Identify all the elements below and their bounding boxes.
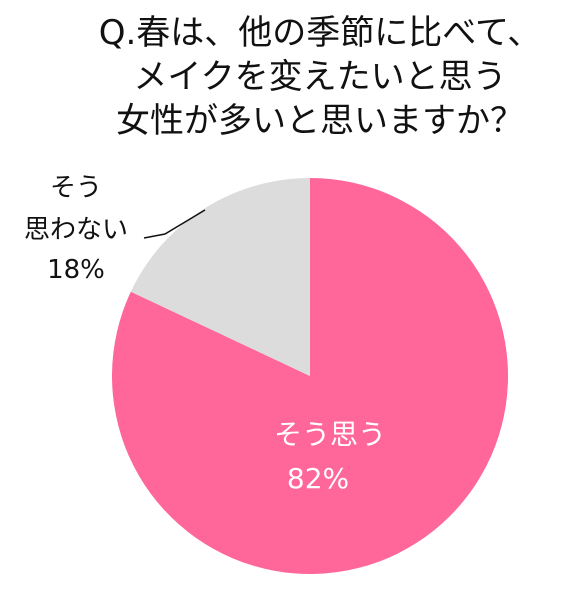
leader-line (143, 209, 206, 239)
pie-slices (111, 178, 508, 574)
title-line-2: メイクを変えたいと思う (133, 57, 506, 97)
chart-title: Q.春は、他の季節に比べて、 メイクを変えたいと思う 女性が多いと思いますか？ (99, 13, 542, 141)
slice-label-disagree-value: 18% (47, 255, 105, 285)
slice-label-agree: そう思う 82% (274, 418, 386, 495)
pie-slice-agree (111, 178, 508, 574)
label-leader-line (143, 209, 206, 239)
title-line-3: 女性が多いと思いますか？ (116, 101, 524, 141)
slice-label-agree-line-1: そう思う (274, 418, 386, 451)
slice-label-agree-value: 82% (287, 462, 349, 495)
title-line-1: Q.春は、他の季節に比べて、 (99, 13, 542, 53)
slice-label-disagree-line-1: そう (50, 173, 102, 203)
slice-label-disagree-line-2: 思わない (24, 215, 128, 245)
pie-slice-disagree (130, 178, 310, 376)
slice-label-disagree: そう 思わない 18% (24, 173, 128, 285)
